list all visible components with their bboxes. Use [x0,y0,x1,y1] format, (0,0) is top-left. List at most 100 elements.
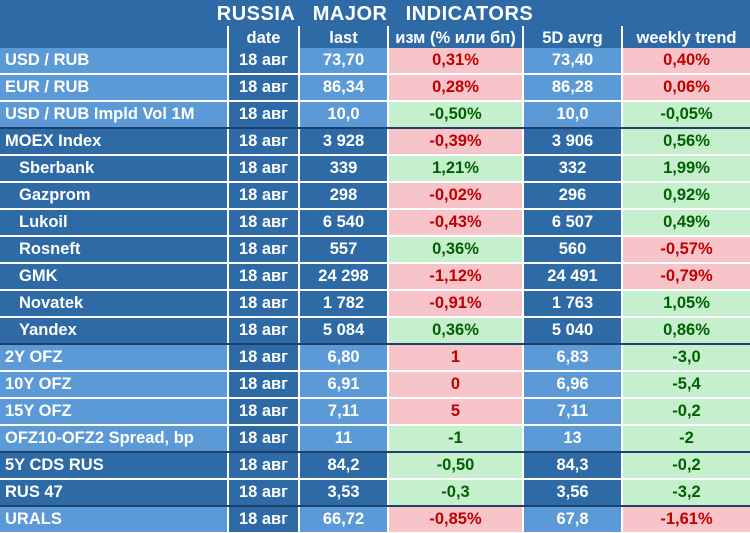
date-cell: 18 авг [229,183,298,208]
last-value-cell: 73,70 [300,48,387,73]
indicator-name: USD / RUB Impld Vol 1M [0,102,227,127]
avg-5d-cell: 3 906 [524,129,621,154]
section-divider [0,451,750,453]
indicator-name: Rosneft [0,237,227,262]
indicator-name: 15Y OFZ [0,399,227,424]
change-cell: 0,36% [389,318,522,343]
avg-5d-cell: 84,3 [524,453,621,478]
change-cell: 5 [389,399,522,424]
weekly-trend-cell: -0,57% [623,237,750,262]
date-cell: 18 авг [229,426,298,451]
date-cell: 18 авг [229,318,298,343]
header-last: last [300,26,387,51]
last-value-cell: 86,34 [300,75,387,100]
avg-5d-cell: 67,8 [524,507,621,532]
change-cell: -0,50% [389,102,522,127]
indicator-name: Gazprom [0,183,227,208]
change-cell: -1 [389,426,522,451]
change-cell: 0,36% [389,237,522,262]
table-row: Rosneft 18 авг 557 0,36% 560 -0,57% [0,237,750,262]
avg-5d-cell: 3,56 [524,480,621,505]
avg-5d-cell: 332 [524,156,621,181]
table-row: 5Y CDS RUS 18 авг 84,2 -0,50 84,3 -0,2 [0,453,750,478]
avg-5d-cell: 560 [524,237,621,262]
indicator-name: USD / RUB [0,48,227,73]
last-value-cell: 24 298 [300,264,387,289]
table-row: 10Y OFZ 18 авг 6,91 0 6,96 -5,4 [0,372,750,397]
table-row: 15Y OFZ 18 авг 7,11 5 7,11 -0,2 [0,399,750,424]
avg-5d-cell: 5 040 [524,318,621,343]
table-row: Novatek 18 авг 1 782 -0,91% 1 763 1,05% [0,291,750,316]
weekly-trend-cell: 0,06% [623,75,750,100]
avg-5d-cell: 86,28 [524,75,621,100]
change-cell: 1,21% [389,156,522,181]
date-cell: 18 авг [229,210,298,235]
weekly-trend-cell: 0,56% [623,129,750,154]
header-row: date last изм (% или бп) 5D avrg weekly … [0,26,750,51]
indicator-name: EUR / RUB [0,75,227,100]
last-value-cell: 6 540 [300,210,387,235]
change-cell: -0,91% [389,291,522,316]
last-value-cell: 10,0 [300,102,387,127]
last-value-cell: 3,53 [300,480,387,505]
header-weekly-trend: weekly trend [623,26,750,51]
indicator-name: Sberbank [0,156,227,181]
date-cell: 18 авг [229,129,298,154]
indicator-name: URALS [0,507,227,532]
change-cell: 0,28% [389,75,522,100]
change-cell: -0,50 [389,453,522,478]
table-row: Yandex 18 авг 5 084 0,36% 5 040 0,86% [0,318,750,343]
date-cell: 18 авг [229,156,298,181]
change-cell: -0,3 [389,480,522,505]
table-row: RUS 47 18 авг 3,53 -0,3 3,56 -3,2 [0,480,750,505]
weekly-trend-cell: 0,92% [623,183,750,208]
table-row: OFZ10-OFZ2 Spread, bp 18 авг 11 -1 13 -2 [0,426,750,451]
change-cell: 0 [389,372,522,397]
weekly-trend-cell: -2 [623,426,750,451]
weekly-trend-cell: 0,40% [623,48,750,73]
weekly-trend-cell: -5,4 [623,372,750,397]
avg-5d-cell: 7,11 [524,399,621,424]
date-cell: 18 авг [229,345,298,370]
change-cell: -0,39% [389,129,522,154]
weekly-trend-cell: 0,49% [623,210,750,235]
change-cell: -1,12% [389,264,522,289]
date-cell: 18 авг [229,102,298,127]
indicator-name: Lukoil [0,210,227,235]
weekly-trend-cell: -1,61% [623,507,750,532]
indicator-name: Yandex [0,318,227,343]
section-divider [0,343,750,345]
last-value-cell: 5 084 [300,318,387,343]
weekly-trend-cell: -0,05% [623,102,750,127]
table-title: RUSSIA MAJOR INDICATORS [0,0,750,26]
last-value-cell: 339 [300,156,387,181]
change-cell: 1 [389,345,522,370]
date-cell: 18 авг [229,48,298,73]
change-cell: 0,31% [389,48,522,73]
last-value-cell: 6,91 [300,372,387,397]
header-date: date [229,26,298,51]
last-value-cell: 11 [300,426,387,451]
header-cell-name [0,26,227,51]
date-cell: 18 авг [229,453,298,478]
change-cell: -0,43% [389,210,522,235]
table-row: Lukoil 18 авг 6 540 -0,43% 6 507 0,49% [0,210,750,235]
table-row: Sberbank 18 авг 339 1,21% 332 1,99% [0,156,750,181]
table-row: GMK 18 авг 24 298 -1,12% 24 491 -0,79% [0,264,750,289]
last-value-cell: 66,72 [300,507,387,532]
avg-5d-cell: 10,0 [524,102,621,127]
date-cell: 18 авг [229,237,298,262]
weekly-trend-cell: -3,2 [623,480,750,505]
weekly-trend-cell: 0,86% [623,318,750,343]
last-value-cell: 1 782 [300,291,387,316]
indicator-name: 5Y CDS RUS [0,453,227,478]
weekly-trend-cell: -0,79% [623,264,750,289]
weekly-trend-cell: -3,0 [623,345,750,370]
avg-5d-cell: 13 [524,426,621,451]
indicator-name: 10Y OFZ [0,372,227,397]
indicator-name: OFZ10-OFZ2 Spread, bp [0,426,227,451]
avg-5d-cell: 24 491 [524,264,621,289]
change-cell: -0,85% [389,507,522,532]
indicator-name: Novatek [0,291,227,316]
